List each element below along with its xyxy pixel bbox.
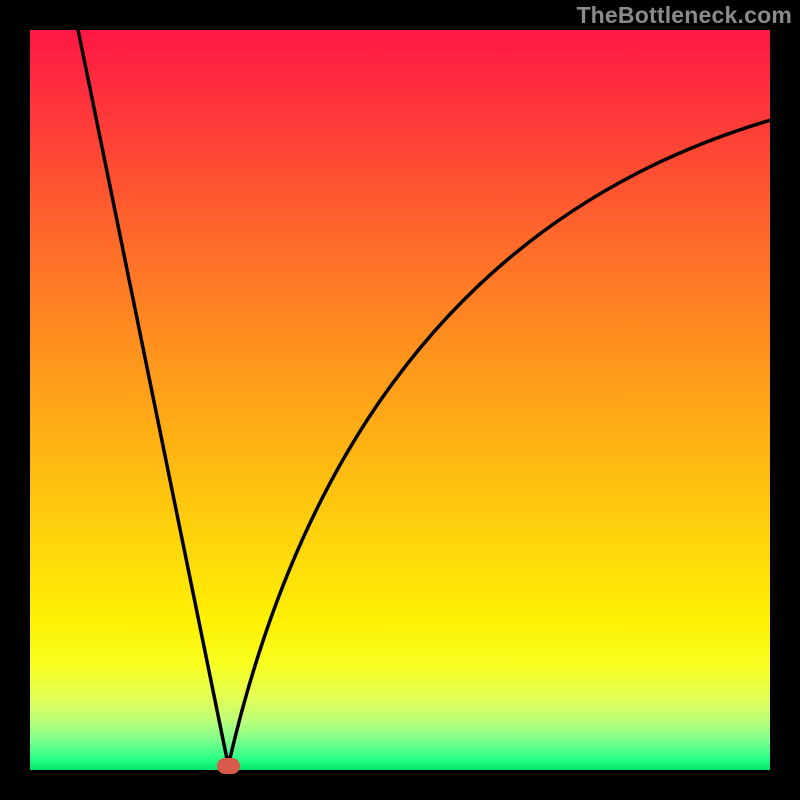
plot-area xyxy=(30,30,770,770)
watermark-text: TheBottleneck.com xyxy=(576,2,792,29)
chart-canvas: TheBottleneck.com xyxy=(0,0,800,800)
minimum-marker xyxy=(217,758,240,774)
plot-svg xyxy=(30,30,770,770)
gradient-background xyxy=(30,30,770,770)
